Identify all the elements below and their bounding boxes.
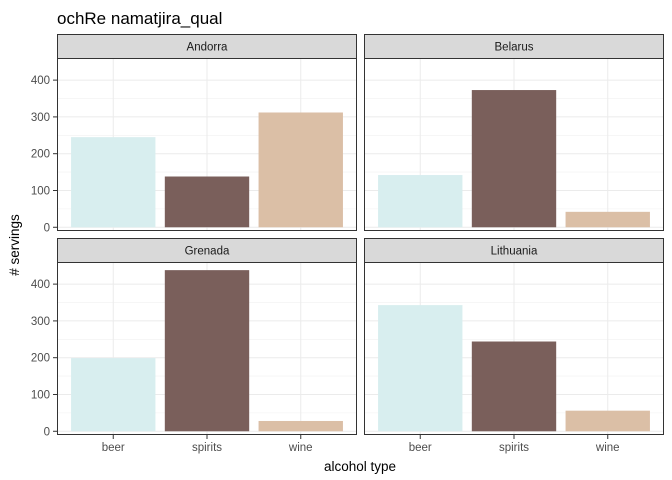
x-axis-title: alcohol type	[324, 459, 396, 474]
strip-label-belarus: Belarus	[495, 42, 534, 54]
x-tick-label-beer: beer	[409, 442, 432, 454]
y-axis-title: # servings	[7, 214, 22, 276]
y-tick-label: 200	[31, 149, 50, 161]
y-tick-label: 100	[31, 389, 50, 401]
bar-lithuania-beer	[378, 305, 463, 432]
y-tick-label: 100	[31, 185, 50, 197]
bar-grenada-beer	[71, 358, 156, 432]
y-tick-label: 400	[31, 279, 50, 291]
facet-panels: Andorra 0 100 200 300 400 Belarus Grenada 0 100 20…	[31, 34, 664, 454]
y-tick-label: 0	[44, 426, 50, 438]
strip-label-grenada: Grenada	[185, 246, 230, 258]
facet-lithuania: Lithuania beer spirits wine	[364, 238, 664, 454]
strip-background	[364, 238, 664, 263]
x-tick-label-beer: beer	[102, 442, 125, 454]
x-tick-label-spirits: spirits	[499, 442, 529, 454]
bar-andorra-beer	[71, 137, 156, 228]
bar-belarus-spirits	[471, 90, 557, 228]
bar-grenada-spirits	[164, 270, 250, 432]
bar-belarus-beer	[378, 175, 463, 228]
bar-grenada-wine	[258, 420, 343, 432]
x-tick-label-spirits: spirits	[192, 442, 222, 454]
strip-background	[364, 34, 664, 59]
bar-lithuania-wine	[565, 410, 650, 432]
strip-background	[57, 238, 357, 263]
strip-label-andorra: Andorra	[187, 42, 229, 54]
y-tick-label: 400	[31, 75, 50, 87]
y-tick-label: 200	[31, 353, 50, 365]
y-tick-label: 0	[44, 222, 50, 234]
facet-belarus: Belarus	[364, 34, 664, 231]
chart-title: ochRe namatjira_qual	[57, 9, 222, 28]
y-tick-label: 300	[31, 112, 50, 124]
bar-andorra-wine	[258, 112, 343, 228]
facet-andorra: Andorra 0 100 200 300 400	[31, 34, 357, 234]
bar-lithuania-spirits	[471, 341, 557, 432]
x-tick-label-wine: wine	[595, 442, 620, 454]
bar-belarus-wine	[565, 211, 650, 228]
strip-label-lithuania: Lithuania	[491, 246, 538, 258]
x-tick-label-wine: wine	[288, 442, 313, 454]
y-tick-label: 300	[31, 316, 50, 328]
bar-andorra-spirits	[164, 176, 250, 228]
facet-grenada: Grenada 0 100 200 300 400 beer spirits wine	[31, 238, 357, 454]
strip-background	[57, 34, 357, 59]
